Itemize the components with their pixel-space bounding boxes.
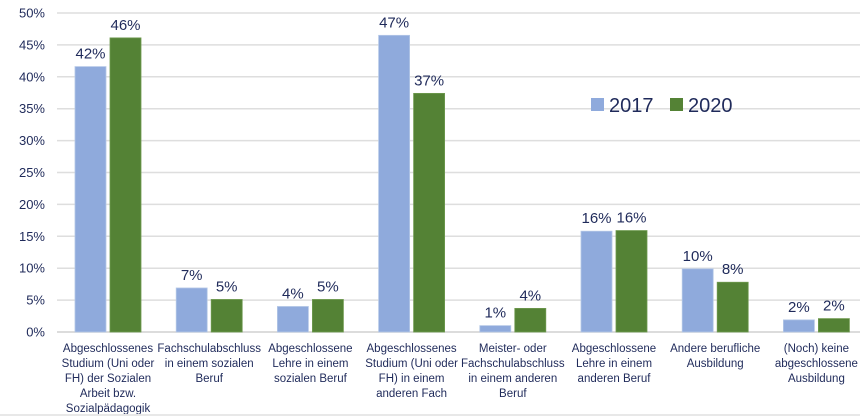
data-label-2017: 47% bbox=[379, 14, 409, 31]
x-tick-label: (Noch) keine abgeschlossene Ausbildung bbox=[775, 343, 858, 385]
bars bbox=[74, 34, 850, 333]
x-tick-label-line: Studium (Uni oder bbox=[365, 358, 458, 370]
x-tick-label: Abgeschlossenes Studium (Uni oder FH) in e… bbox=[365, 343, 458, 400]
data-label-2020: 16% bbox=[616, 210, 646, 227]
legend: 2017 2020 bbox=[591, 95, 733, 117]
data-label-2017: 10% bbox=[683, 248, 713, 265]
y-tick-label: 35% bbox=[19, 101, 45, 116]
x-tick-label: Abgeschlossenes Studium (Uni oder FH) der … bbox=[62, 343, 155, 415]
bar-2017 bbox=[175, 287, 208, 333]
bar-2017 bbox=[681, 268, 714, 333]
x-tick-label-line: Arbeit bzw. bbox=[80, 388, 136, 400]
bar-2017 bbox=[783, 319, 815, 333]
data-label-2017: 4% bbox=[282, 285, 304, 302]
bar-2017 bbox=[479, 325, 512, 333]
y-tick-label: 10% bbox=[19, 261, 45, 276]
y-tick-label: 15% bbox=[19, 229, 45, 244]
bar-2020 bbox=[818, 318, 850, 333]
data-label-2020: 37% bbox=[414, 72, 444, 89]
bar-2020 bbox=[109, 37, 142, 333]
data-labels: 42% 46% 7% 5% 4% 5% 47% 37% 1% 4% 16% 16% 10% 8% 2% 2% bbox=[75, 14, 844, 321]
data-label-2020: 5% bbox=[317, 278, 339, 295]
x-axis: Abgeschlossenes Studium (Uni oder FH) der … bbox=[62, 343, 858, 415]
x-tick-label-line: Ausbildung bbox=[687, 358, 744, 370]
data-label-2017: 42% bbox=[75, 46, 105, 63]
x-tick-label-line: Fachschulabschluss bbox=[157, 343, 261, 355]
legend-label-2017: 2017 bbox=[609, 95, 654, 117]
data-label-2020: 2% bbox=[823, 298, 845, 315]
bar-2017 bbox=[74, 66, 107, 333]
legend-label-2020: 2020 bbox=[688, 95, 733, 117]
x-tick-label-line: Andere berufliche bbox=[670, 343, 760, 355]
bottom-divider bbox=[0, 414, 860, 416]
x-tick-label-line: in einem sozialen bbox=[165, 358, 254, 370]
x-tick-label-line: Ausbildung bbox=[788, 373, 845, 385]
x-tick-label-line: Fachschulabschluss bbox=[461, 358, 565, 370]
data-label-2020: 8% bbox=[722, 261, 744, 278]
y-tick-label: 50% bbox=[19, 6, 45, 21]
bar-2017 bbox=[580, 230, 613, 333]
x-tick-label: Meister- oder Fachschulabschluss in einem … bbox=[461, 343, 565, 400]
x-tick-label-line: Sozialpädagogik bbox=[66, 403, 151, 415]
data-label-2017: 7% bbox=[181, 267, 203, 284]
x-tick-label-line: Beruf bbox=[195, 373, 223, 385]
x-tick-label-line: Abgeschlossene bbox=[268, 343, 352, 355]
x-tick-label-line: Abgeschlossene bbox=[572, 343, 656, 355]
bar-2017 bbox=[378, 34, 411, 333]
legend-swatch-2020 bbox=[670, 98, 683, 111]
bar-2020 bbox=[716, 281, 749, 333]
y-tick-label: 45% bbox=[19, 37, 45, 52]
bar-2020 bbox=[311, 299, 344, 333]
bar-2020 bbox=[413, 92, 446, 333]
data-label-2017: 1% bbox=[484, 305, 506, 322]
data-label-2020: 5% bbox=[216, 278, 238, 295]
y-tick-label: 25% bbox=[19, 165, 45, 180]
x-tick-label-line: abgeschlossene bbox=[775, 358, 858, 370]
x-tick-label: Abgeschlossene Lehre in einem sozialen Ber… bbox=[268, 343, 352, 385]
data-label-2017: 16% bbox=[581, 210, 611, 227]
x-tick-label: Fachschulabschluss in einem sozialen Beruf bbox=[157, 343, 261, 385]
x-tick-label-line: sozialen Beruf bbox=[274, 373, 348, 385]
bar-2020 bbox=[514, 307, 547, 333]
bar-2020 bbox=[615, 230, 648, 333]
x-tick-label-line: anderen Fach bbox=[376, 388, 447, 400]
x-tick-label-line: (Noch) keine bbox=[784, 343, 849, 355]
y-tick-label: 0% bbox=[26, 325, 45, 340]
x-tick-label-line: in einem anderen bbox=[468, 373, 557, 385]
data-label-2020: 4% bbox=[519, 287, 541, 304]
data-label-2017: 2% bbox=[788, 299, 810, 316]
x-tick-label: Abgeschlossene Lehre in einem anderen Beru… bbox=[572, 343, 656, 385]
y-tick-label: 5% bbox=[26, 293, 45, 308]
x-tick-label-line: Lehre in einem bbox=[272, 358, 348, 370]
x-tick-label-line: Abgeschlossenes bbox=[63, 343, 153, 355]
data-label-2020: 46% bbox=[110, 17, 140, 34]
x-tick-label-line: Beruf bbox=[499, 388, 527, 400]
y-axis: 0% 5% 10% 15% 20% 25% 30% 35% 40% 45% 50% bbox=[19, 6, 45, 340]
legend-swatch-2017 bbox=[591, 98, 604, 111]
bar-2017 bbox=[276, 306, 309, 333]
x-tick-label-line: FH) der Sozialen bbox=[65, 373, 151, 385]
x-tick-label-line: Meister- oder bbox=[479, 343, 547, 355]
x-tick-label-line: Studium (Uni oder bbox=[62, 358, 155, 370]
y-tick-label: 40% bbox=[19, 69, 45, 84]
bar-2020 bbox=[210, 299, 243, 333]
y-tick-label: 20% bbox=[19, 197, 45, 212]
x-tick-label-line: Abgeschlossenes bbox=[367, 343, 457, 355]
x-tick-label-line: anderen Beruf bbox=[578, 373, 652, 385]
x-tick-label: Andere berufliche Ausbildung bbox=[670, 343, 760, 370]
x-tick-label-line: FH) in einem bbox=[379, 373, 445, 385]
x-tick-label-line: Lehre in einem bbox=[576, 358, 652, 370]
y-tick-label: 30% bbox=[19, 133, 45, 148]
